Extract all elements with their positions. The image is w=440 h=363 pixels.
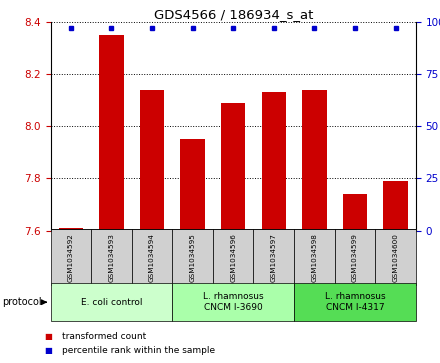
Bar	[51, 229, 91, 285]
Text: GSM1034600: GSM1034600	[392, 233, 399, 282]
Bar	[172, 283, 294, 321]
Text: GSM1034599: GSM1034599	[352, 233, 358, 282]
Text: percentile rank within the sample: percentile rank within the sample	[62, 346, 215, 355]
Text: GSM1034594: GSM1034594	[149, 233, 155, 282]
Text: GSM1034593: GSM1034593	[109, 233, 114, 282]
Bar	[99, 35, 124, 231]
Bar	[375, 229, 416, 285]
Text: GSM1034598: GSM1034598	[312, 233, 317, 282]
Bar	[132, 229, 172, 285]
Bar	[294, 283, 416, 321]
Bar	[51, 283, 172, 321]
Bar	[213, 229, 253, 285]
Bar	[383, 181, 408, 231]
Text: L. rhamnosus
CNCM I-4317: L. rhamnosus CNCM I-4317	[325, 293, 385, 312]
Text: ■: ■	[44, 346, 52, 355]
Bar	[253, 229, 294, 285]
Bar	[262, 92, 286, 231]
Bar	[294, 229, 335, 285]
Text: L. rhamnosus
CNCM I-3690: L. rhamnosus CNCM I-3690	[203, 293, 264, 312]
Text: transformed count: transformed count	[62, 333, 146, 341]
Bar	[180, 139, 205, 231]
Title: GDS4566 / 186934_s_at: GDS4566 / 186934_s_at	[154, 8, 313, 21]
Text: GSM1034592: GSM1034592	[68, 233, 74, 282]
Text: ■: ■	[44, 333, 52, 341]
Text: GSM1034595: GSM1034595	[190, 233, 196, 282]
Bar	[302, 90, 326, 231]
Text: protocol: protocol	[2, 297, 42, 307]
Text: GSM1034596: GSM1034596	[230, 233, 236, 282]
Bar	[59, 228, 83, 231]
Text: E. coli control: E. coli control	[81, 298, 142, 307]
Bar	[221, 103, 246, 231]
Bar	[343, 194, 367, 231]
Text: GSM1034597: GSM1034597	[271, 233, 277, 282]
Bar	[91, 229, 132, 285]
Bar	[172, 229, 213, 285]
Bar	[335, 229, 375, 285]
Bar	[140, 90, 164, 231]
